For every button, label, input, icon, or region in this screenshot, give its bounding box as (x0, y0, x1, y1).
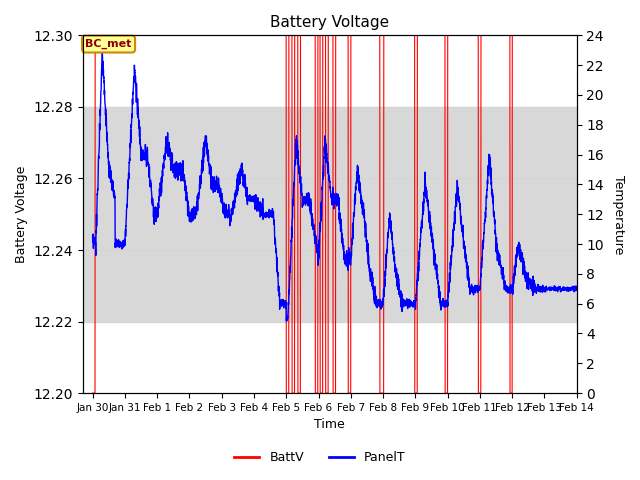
Title: Battery Voltage: Battery Voltage (270, 15, 389, 30)
Text: BC_met: BC_met (85, 39, 132, 49)
Legend: BattV, PanelT: BattV, PanelT (229, 446, 411, 469)
Y-axis label: Temperature: Temperature (612, 175, 625, 254)
X-axis label: Time: Time (314, 419, 345, 432)
Y-axis label: Battery Voltage: Battery Voltage (15, 166, 28, 263)
Bar (83, 107, 577, 322)
